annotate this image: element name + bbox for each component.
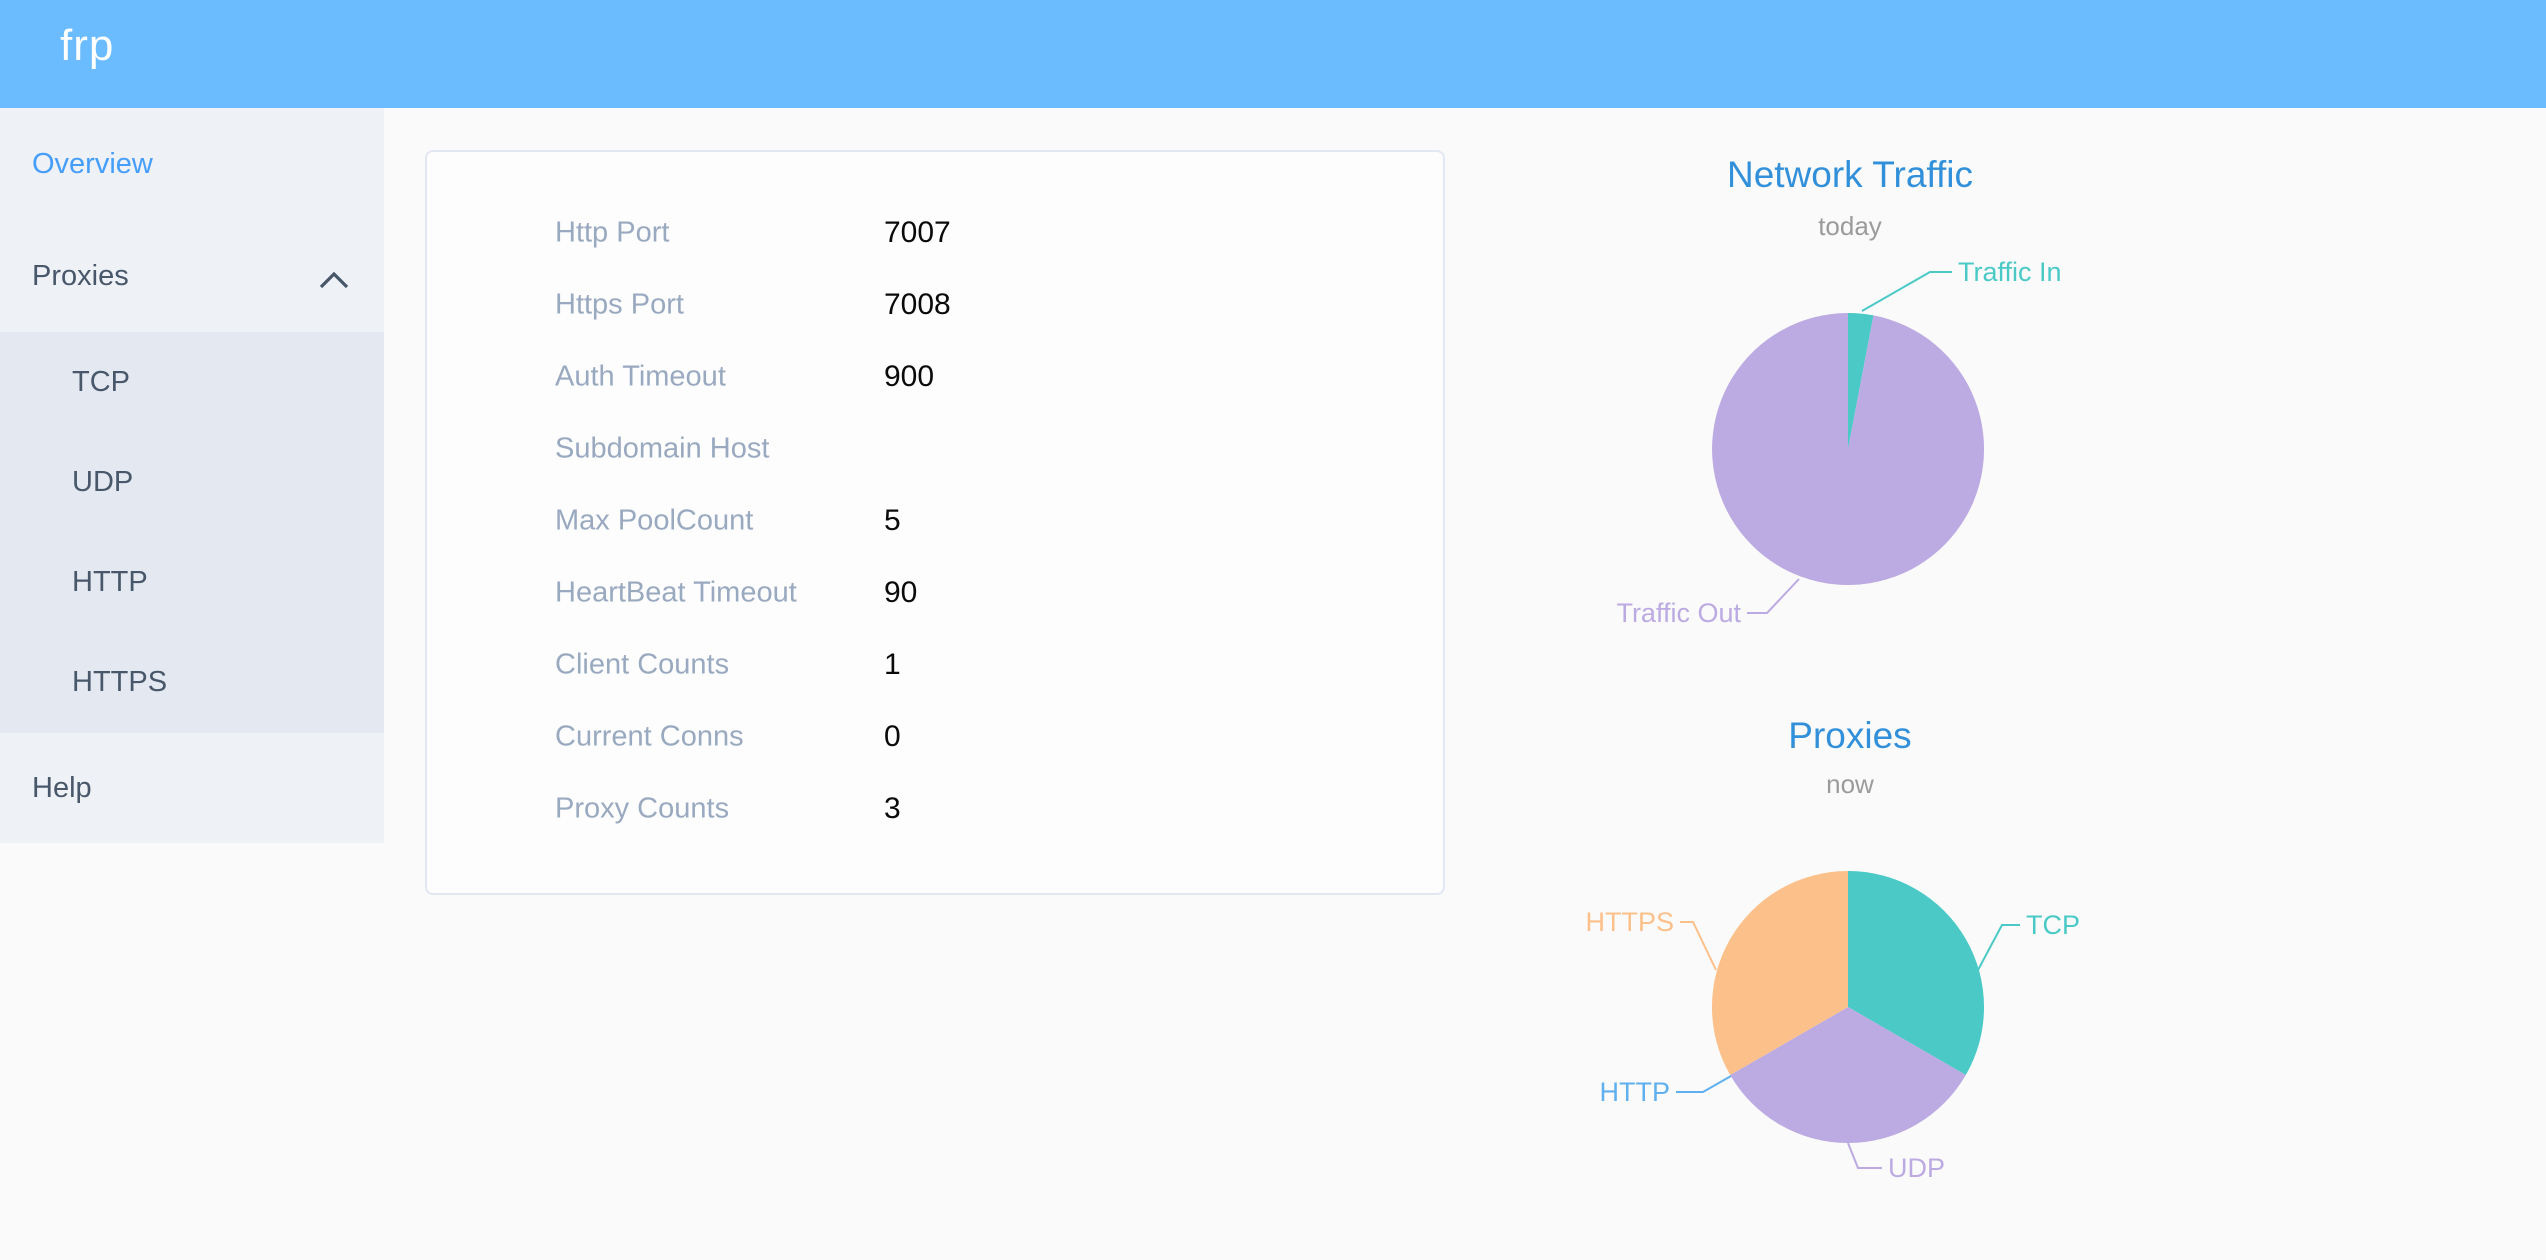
pie-slice-traffic-in[interactable]	[1848, 313, 1874, 449]
label-line-udp	[1847, 1142, 1882, 1169]
config-value: 1	[884, 648, 901, 681]
config-label: Max PoolCount	[555, 504, 754, 537]
slice-label-traffic-in: Traffic In	[1958, 257, 2062, 287]
config-label: Http Port	[555, 216, 670, 249]
proxies-chart-title: Proxies	[1788, 715, 1912, 756]
sidebar-submenu: TCP UDP HTTP HTTPS	[0, 332, 384, 733]
config-row-max-poolcount: Max PoolCount 5	[427, 485, 1443, 557]
config-value: 3	[884, 792, 901, 825]
label-line-tcp	[1977, 924, 2020, 971]
config-row-heartbeat-timeout: HeartBeat Timeout 90	[427, 557, 1443, 629]
config-row-auth-timeout: Auth Timeout 900	[427, 341, 1443, 413]
pie-slice-traffic-out[interactable]	[1712, 313, 1985, 585]
label-line-traffic-in	[1861, 271, 1952, 312]
config-label: Client Counts	[555, 648, 730, 681]
config-value: 900	[884, 360, 935, 393]
overview-card: Http Port 7007 Https Port 7008 Auth Time…	[425, 150, 1445, 895]
config-row-subdomain-host: Subdomain Host	[427, 413, 1443, 485]
sidebar-item-tcp[interactable]: TCP	[72, 366, 130, 398]
pie-slice-udp[interactable]	[1730, 1007, 1966, 1144]
frp-logo: frp	[60, 21, 115, 70]
config-row-client-counts: Client Counts 1	[427, 629, 1443, 701]
config-label: Proxy Counts	[555, 792, 730, 825]
config-value: 0	[884, 720, 901, 753]
proxies-chart-subtitle: now	[1826, 769, 1874, 799]
config-row-proxy-counts: Proxy Counts 3	[427, 773, 1443, 845]
config-label: Current Conns	[555, 720, 744, 753]
pie-slice-https[interactable]	[1711, 871, 1848, 1075]
slice-label-http: HTTP	[1600, 1077, 1671, 1107]
sidebar-item-proxies-label: Proxies	[32, 260, 129, 292]
network-traffic-chart-subtitle: today	[1818, 211, 1882, 241]
config-label: Subdomain Host	[555, 432, 770, 465]
network-traffic-pie-chart: Traffic In Traffic Out	[1616, 257, 2062, 628]
chevron-up-icon[interactable]	[316, 266, 352, 292]
config-row-http-port: Http Port 7007	[427, 197, 1443, 269]
sidebar-item-help[interactable]: Help	[0, 760, 384, 816]
sidebar-item-overview[interactable]: Overview	[0, 136, 384, 192]
config-value: 90	[884, 576, 918, 609]
config-row-https-port: Https Port 7008	[427, 269, 1443, 341]
sidebar-item-http[interactable]: HTTP	[72, 566, 148, 598]
network-traffic-chart-title: Network Traffic	[1726, 154, 1974, 195]
config-label: Https Port	[555, 288, 684, 321]
sidebar-item-https[interactable]: HTTPS	[72, 666, 168, 698]
label-line-traffic-out	[1747, 578, 1800, 614]
label-line-https	[1680, 921, 1717, 971]
config-row-current-conns: Current Conns 0	[427, 701, 1443, 773]
slice-label-tcp: TCP	[2026, 910, 2080, 940]
slice-label-traffic-out: Traffic Out	[1616, 598, 1741, 628]
pie-slice-tcp[interactable]	[1848, 871, 1985, 1075]
config-value: 5	[884, 504, 901, 537]
slice-label-udp: UDP	[1888, 1153, 1945, 1183]
config-label: Auth Timeout	[555, 360, 726, 393]
sidebar-item-overview-label: Overview	[32, 148, 153, 180]
sidebar: Overview Proxies TCP UDP HTTP HTTPS Help	[0, 108, 384, 843]
slice-label-https: HTTPS	[1585, 907, 1674, 937]
config-value: 7008	[884, 288, 951, 321]
app-header: frp	[0, 0, 2546, 108]
config-value: 7007	[884, 216, 951, 249]
proxies-pie-chart: TCP UDP HTTP HTTPS	[1585, 871, 2080, 1183]
label-line-http	[1676, 1075, 1732, 1093]
sidebar-item-udp[interactable]: UDP	[72, 466, 134, 498]
sidebar-item-proxies[interactable]: Proxies	[0, 248, 384, 304]
config-rows: Http Port 7007 Https Port 7008 Auth Time…	[427, 197, 1443, 845]
config-label: HeartBeat Timeout	[555, 576, 797, 609]
sidebar-item-help-label: Help	[32, 772, 92, 804]
